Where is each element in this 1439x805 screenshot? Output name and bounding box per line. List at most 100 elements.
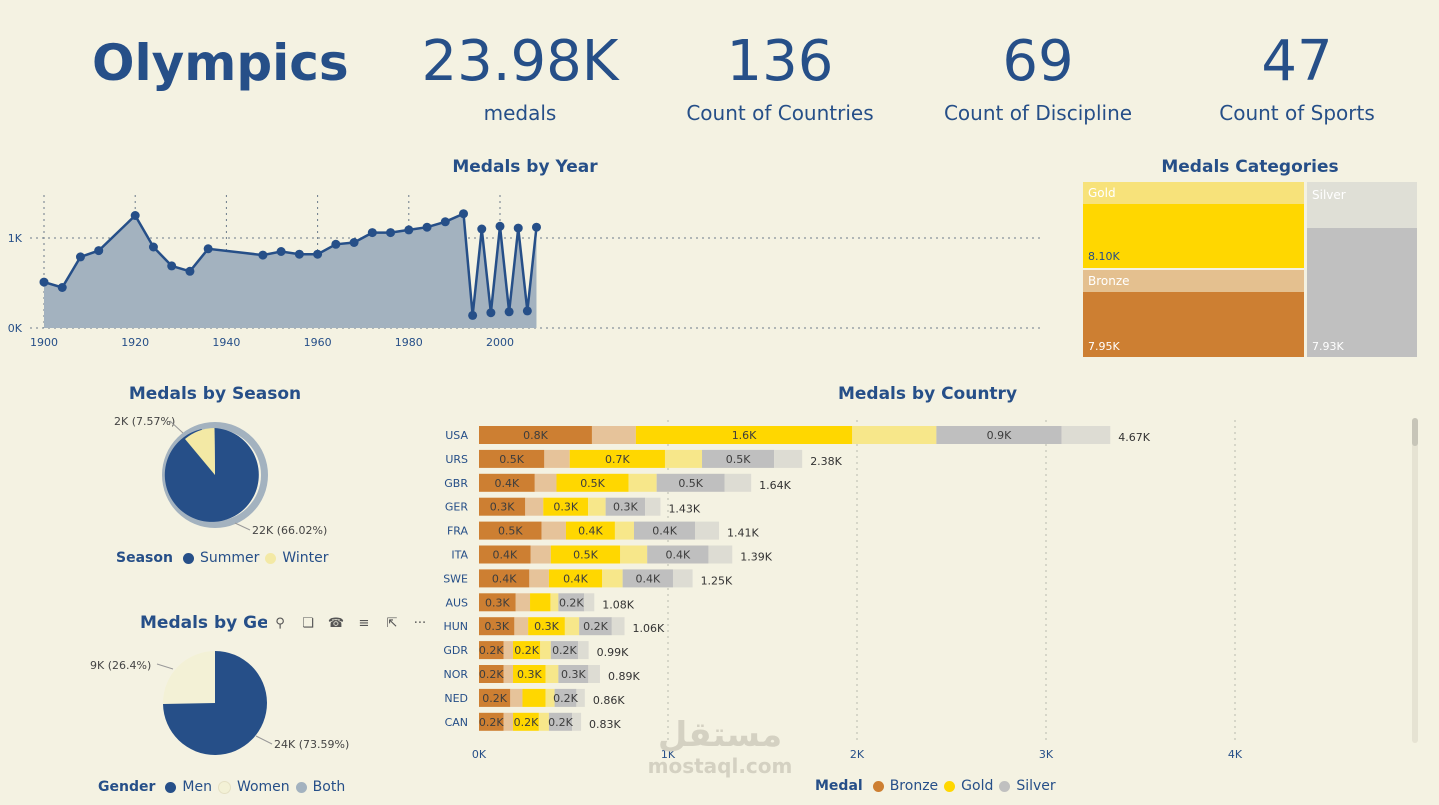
bar-gold bbox=[513, 641, 541, 660]
bell-icon[interactable]: ☎ bbox=[327, 616, 345, 631]
bar-bronze-secondary bbox=[541, 521, 566, 540]
bar-bronze-secondary bbox=[591, 426, 636, 444]
more-options-icon[interactable]: ··· bbox=[413, 616, 427, 631]
bar-silver bbox=[579, 617, 612, 636]
medals-by-year-chart[interactable]: 1900 1920 1940 1960 1980 2000 0K 1K bbox=[0, 180, 1060, 355]
total-label: 1.64K bbox=[759, 479, 791, 492]
data-point bbox=[148, 242, 158, 252]
legend-label-silver[interactable]: Silver bbox=[1016, 778, 1056, 794]
bar-gold bbox=[635, 426, 853, 444]
pie-label-winter: 2K (7.57%) bbox=[114, 415, 175, 428]
bar-silver bbox=[647, 545, 709, 564]
legend-label-men[interactable]: Men bbox=[182, 779, 212, 795]
kpi-value: 47 bbox=[1261, 29, 1333, 94]
watermark-text: mostaql.com bbox=[647, 754, 793, 778]
country-label: GER bbox=[445, 501, 468, 514]
legend-label-women[interactable]: Women bbox=[236, 779, 290, 795]
data-point bbox=[468, 310, 478, 320]
segment-label: 0.3K bbox=[534, 620, 559, 633]
bar-gold-secondary bbox=[545, 665, 559, 683]
filter-icon[interactable]: ≡ bbox=[358, 616, 370, 631]
bar-silver-secondary bbox=[645, 497, 661, 516]
data-point bbox=[294, 249, 304, 259]
bar-gold bbox=[565, 521, 615, 540]
bar-bronze bbox=[479, 569, 530, 588]
segment-label: 0.2K bbox=[514, 716, 539, 729]
pin-icon[interactable]: ⚲ bbox=[275, 616, 285, 631]
kpi-value: 69 bbox=[1002, 29, 1074, 94]
legend-label-both[interactable]: Both bbox=[312, 779, 346, 795]
legend-dot-men bbox=[165, 781, 177, 793]
bar-gold-secondary bbox=[628, 473, 657, 492]
country-label: CAN bbox=[445, 716, 468, 729]
expand-icon[interactable]: ⇱ bbox=[386, 616, 398, 631]
total-label: 2.38K bbox=[810, 455, 842, 468]
segment-label: 0.9K bbox=[987, 429, 1012, 442]
bar-silver-secondary bbox=[708, 545, 733, 564]
season-pie-chart[interactable]: 2K (7.57%) 22K (66.02%) bbox=[60, 405, 380, 545]
segment-label: 1.6K bbox=[732, 429, 757, 442]
bar-silver-secondary bbox=[588, 665, 600, 683]
data-point bbox=[513, 223, 523, 233]
legend-label-gold[interactable]: Gold bbox=[961, 778, 994, 794]
data-point bbox=[459, 209, 469, 219]
bar-bronze bbox=[479, 449, 545, 468]
scrollbar-thumb[interactable] bbox=[1412, 418, 1418, 446]
kpi-label: medals bbox=[483, 101, 557, 125]
data-point bbox=[504, 307, 514, 317]
bar-bronze bbox=[479, 593, 516, 612]
kpi-label: Count of Discipline bbox=[943, 101, 1133, 125]
bar-bronze-secondary bbox=[510, 688, 523, 707]
bar-bronze-secondary bbox=[530, 545, 551, 564]
treemap-bronze-name: Bronze bbox=[1088, 274, 1130, 288]
bar-silver bbox=[633, 521, 696, 540]
segment-label: 0.2K bbox=[552, 644, 577, 657]
data-point bbox=[313, 249, 323, 259]
segment-label: 0.2K bbox=[583, 620, 608, 633]
bar-silver-secondary bbox=[576, 688, 585, 707]
legend-dot-bronze bbox=[872, 780, 884, 792]
segment-label: 0.8K bbox=[523, 429, 548, 442]
bar-gold bbox=[569, 449, 665, 468]
country-label: GDR bbox=[443, 644, 468, 657]
season-pie-title: Medals by Season bbox=[128, 384, 302, 404]
total-label: 1.41K bbox=[727, 527, 759, 540]
data-point bbox=[440, 217, 450, 227]
kpi-value: 136 bbox=[726, 29, 834, 94]
total-label: 1.39K bbox=[740, 551, 772, 564]
legend-label-summer[interactable]: Summer bbox=[199, 550, 260, 566]
segment-label: 0.2K bbox=[479, 644, 504, 657]
legend-dot-both bbox=[295, 781, 307, 793]
treemap-gold[interactable]: Gold 8.10K bbox=[1083, 182, 1304, 268]
bar-gold-secondary bbox=[588, 497, 606, 516]
copy-icon[interactable]: ❏ bbox=[302, 616, 314, 631]
bar-gold-secondary bbox=[545, 688, 555, 707]
chart-scrollbar[interactable] bbox=[1412, 418, 1418, 743]
data-point bbox=[276, 247, 286, 256]
legend-dot-winter bbox=[265, 552, 277, 564]
country-label: HUN bbox=[443, 620, 468, 633]
bar-gold-secondary bbox=[664, 449, 703, 468]
country-label: SWE bbox=[443, 572, 468, 585]
data-point bbox=[367, 228, 377, 238]
legend-label-winter[interactable]: Winter bbox=[282, 550, 329, 566]
bar-gold bbox=[528, 617, 565, 636]
bar-bronze-secondary bbox=[544, 449, 570, 468]
medals-categories-treemap[interactable]: Gold 8.10K Bronze 7.95K Silver 7.93K bbox=[1083, 182, 1417, 357]
data-point bbox=[258, 250, 268, 260]
segment-label: 0.2K bbox=[479, 716, 504, 729]
treemap-silver[interactable]: Silver 7.93K bbox=[1307, 182, 1417, 357]
treemap-silver-name: Silver bbox=[1312, 188, 1346, 202]
bar-silver bbox=[550, 641, 579, 660]
bar-bronze bbox=[479, 521, 542, 540]
gender-pie-chart[interactable]: 9K (26.4%) 24K (73.59%) bbox=[60, 640, 380, 770]
treemap-silver-value: 7.93K bbox=[1312, 340, 1344, 353]
treemap-bronze[interactable]: Bronze 7.95K bbox=[1083, 270, 1304, 357]
kpi-label: Count of Sports bbox=[1219, 101, 1375, 125]
country-label: NOR bbox=[443, 668, 468, 681]
data-point bbox=[531, 222, 541, 232]
legend-label-bronze[interactable]: Bronze bbox=[889, 778, 939, 794]
gender-pie-title: Medals by Gender bbox=[140, 613, 270, 633]
legend-title: Gender bbox=[98, 779, 156, 795]
